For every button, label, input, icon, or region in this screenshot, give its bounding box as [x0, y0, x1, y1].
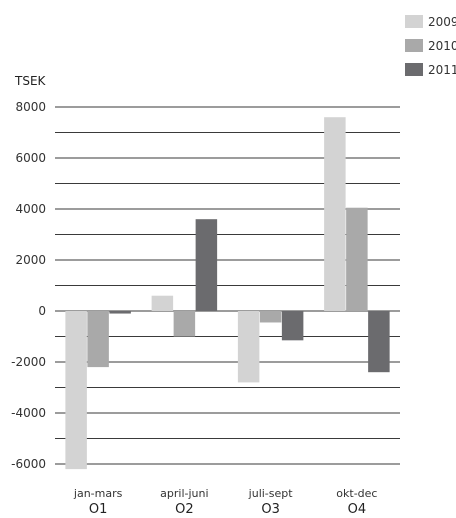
bar-2010-o1 [87, 311, 109, 368]
y-tick-label: 2000 [15, 253, 46, 267]
x-quarter-label: O2 [175, 502, 194, 514]
y-tick-label: -6000 [11, 457, 46, 471]
legend-swatch-2010 [405, 39, 423, 52]
bar-2009-o2 [151, 295, 174, 311]
y-tick-label: -4000 [11, 406, 46, 420]
bar-2011-o2 [195, 219, 218, 311]
x-quarter-label: O1 [89, 502, 108, 514]
x-quarter-label: O3 [261, 502, 280, 514]
x-category-label: jan-mars [73, 487, 123, 500]
x-axis-labels: jan-mars O1 april-juni O2 juli-sept O3 okt-dec… [73, 487, 378, 517]
legend-label: 2010 [428, 39, 456, 53]
legend: 2009 2010 2011 [405, 15, 456, 77]
legend-swatch-2011 [405, 63, 423, 76]
y-axis-title: TSEK [14, 74, 47, 88]
bar-2011-o1 [109, 311, 131, 314]
x-category-label: juli-sept [248, 487, 294, 500]
y-tick-label: 4000 [15, 202, 46, 216]
x-category-label: april-juni [160, 487, 208, 500]
y-tick-label: -2000 [11, 355, 46, 369]
y-tick-label: 8000 [15, 100, 46, 114]
bar-2009-o3 [237, 311, 260, 383]
x-quarter-label: O4 [348, 502, 367, 514]
legend-label: 2011 [428, 63, 456, 77]
legend-label: 2009 [428, 15, 456, 29]
bar-2010-o3 [259, 311, 282, 323]
y-tick-label: 0 [38, 304, 46, 318]
bar-2011-o3 [281, 311, 304, 341]
bars [65, 117, 390, 470]
bar-2009-o1 [65, 311, 87, 470]
bar-2010-o4 [346, 207, 368, 311]
legend-swatch-2009 [405, 15, 423, 28]
bar-2009-o4 [324, 117, 346, 311]
x-category-label: okt-dec [336, 487, 377, 500]
bar-2011-o4 [368, 311, 390, 373]
bar-2010-o2 [173, 311, 196, 337]
y-tick-label: 6000 [15, 151, 46, 165]
y-axis-ticks: 8000 6000 4000 2000 0 -2000 -4000 -6000 [11, 100, 46, 471]
